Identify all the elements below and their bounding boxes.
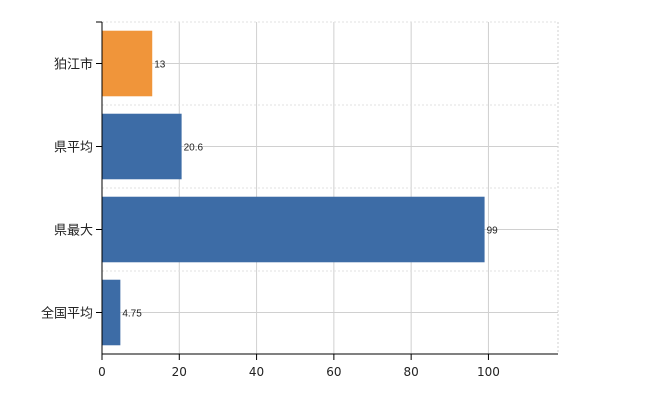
- bars: [102, 30, 485, 346]
- x-tick-label: 100: [477, 365, 500, 379]
- data-label: 20.6: [184, 143, 204, 154]
- x-tick-label: 20: [172, 365, 187, 379]
- axes: [96, 21, 558, 360]
- bar: [102, 196, 485, 263]
- bar: [102, 113, 182, 180]
- x-tick-label: 40: [249, 365, 264, 379]
- data-label: 4.75: [122, 309, 142, 320]
- data-label: 99: [487, 226, 499, 237]
- y-category-label: 県最大: [54, 224, 93, 239]
- gridlines: [102, 21, 559, 355]
- y-category-label: 全国平均: [41, 306, 93, 322]
- bar: [102, 279, 121, 346]
- data-label: 13: [154, 60, 166, 71]
- x-tick-label: 80: [404, 365, 419, 379]
- y-category-label: 狛江市: [54, 57, 93, 73]
- y-category-label: 県平均: [54, 141, 93, 156]
- x-tick-label: 60: [326, 365, 341, 379]
- bar: [102, 30, 153, 97]
- x-tick-label: 0: [98, 365, 106, 379]
